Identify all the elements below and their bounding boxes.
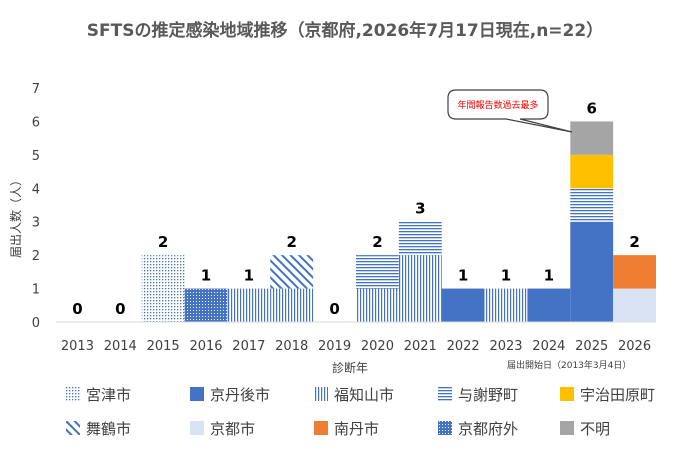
legend-swatch xyxy=(314,387,328,401)
bar-segment xyxy=(227,288,271,322)
data-labels: 0 0 2 1 1 2 0 2 3 1 1 1 6 2 xyxy=(72,99,640,318)
x-axis: 2013 2014 2015 2016 2017 2018 2019 2020 2021 2022… xyxy=(61,339,651,354)
x-tick-label: 2020 xyxy=(361,339,394,354)
data-label: 0 xyxy=(115,300,125,318)
legend-label: 南丹市 xyxy=(334,420,379,438)
data-label: 2 xyxy=(158,233,168,251)
bar-segment xyxy=(613,255,656,289)
legend-label: 宇治田原町 xyxy=(580,386,655,404)
bars xyxy=(141,121,656,322)
data-label: 1 xyxy=(501,267,511,285)
y-tick-label: 5 xyxy=(32,149,40,164)
x-tick-label: 2022 xyxy=(447,339,480,354)
bar-segment xyxy=(613,288,656,322)
legend-swatch xyxy=(190,421,204,435)
record-callout: 年間報告数過去最多 xyxy=(447,89,573,133)
legend-label: 宮津市 xyxy=(86,386,131,404)
bar-segment xyxy=(398,221,442,256)
x-tick-label: 2025 xyxy=(575,339,608,354)
legend-label: 京都府外 xyxy=(458,420,518,438)
legend-swatch xyxy=(190,387,204,401)
legend-item: 与謝野町 xyxy=(438,386,518,404)
data-label: 1 xyxy=(458,267,468,285)
callout-text: 年間報告数過去最多 xyxy=(457,99,538,111)
data-label: 1 xyxy=(201,267,211,285)
legend-swatch xyxy=(438,387,452,401)
legend-label: 与謝野町 xyxy=(458,386,518,404)
y-tick-label: 1 xyxy=(32,283,40,298)
data-label: 3 xyxy=(415,200,425,218)
legend-swatch xyxy=(314,421,328,435)
bar-segment xyxy=(570,154,614,189)
legend-item: 京丹後市 xyxy=(190,386,270,404)
y-tick-label: 6 xyxy=(32,115,40,130)
y-tick-label: 2 xyxy=(32,249,40,264)
x-tick-label: 2019 xyxy=(318,339,351,354)
bar-segment xyxy=(441,288,485,322)
x-tick-label: 2018 xyxy=(275,339,308,354)
bar-segment xyxy=(570,221,614,322)
legend-item: 福知山市 xyxy=(314,386,394,404)
y-tick-label: 7 xyxy=(32,82,40,97)
legend-label: 不明 xyxy=(580,420,610,438)
x-tick-label: 2023 xyxy=(489,339,522,354)
legend-item: 舞鶴市 xyxy=(66,420,131,438)
y-axis-title: 届出人数（人） xyxy=(8,174,23,258)
bar-segment xyxy=(398,255,442,322)
callout-bubble xyxy=(447,89,573,133)
bar-segment xyxy=(356,255,399,289)
legend-swatch xyxy=(560,387,574,401)
data-label: 0 xyxy=(72,300,82,318)
legend-item: 不明 xyxy=(560,420,610,438)
legend-label: 京丹後市 xyxy=(210,386,270,404)
legend-label: 舞鶴市 xyxy=(86,420,131,438)
legend-label: 福知山市 xyxy=(334,386,394,404)
legend-swatch xyxy=(66,387,80,401)
bar-segment xyxy=(484,288,528,322)
x-tick-label: 2013 xyxy=(61,339,94,354)
y-axis: 0 1 2 3 4 5 6 7 xyxy=(32,82,40,331)
legend-item: 南丹市 xyxy=(314,420,379,438)
bar-segment xyxy=(356,288,399,322)
bar-segment xyxy=(141,255,185,322)
legend-item: 宇治田原町 xyxy=(560,386,655,404)
x-tick-label: 2015 xyxy=(147,339,180,354)
x-axis-title: 診断年 xyxy=(332,360,368,375)
bar-segment xyxy=(184,288,228,322)
data-label: 0 xyxy=(329,300,339,318)
start-date-note: 届出開始日（2013年3月4日） xyxy=(507,359,631,371)
bar-segment xyxy=(270,255,314,289)
legend-item: 京都市 xyxy=(190,420,255,438)
data-label: 2 xyxy=(629,233,639,251)
legend-item: 京都府外 xyxy=(438,420,518,438)
bar-segment xyxy=(570,188,614,222)
x-tick-label: 2024 xyxy=(532,339,565,354)
bar-segment xyxy=(570,121,614,155)
data-label: 2 xyxy=(372,233,382,251)
data-label: 1 xyxy=(544,267,554,285)
x-tick-label: 2016 xyxy=(189,339,222,354)
bar-segment xyxy=(527,288,571,322)
legend-swatch xyxy=(66,421,80,435)
x-tick-label: 2017 xyxy=(232,339,265,354)
legend-item: 宮津市 xyxy=(66,386,131,404)
legend-swatch xyxy=(438,421,452,435)
data-label: 1 xyxy=(244,267,254,285)
bar-segment xyxy=(270,288,314,322)
chart-title: SFTSの推定感染地域推移（京都府,2026年7月17日現在,n=22） xyxy=(87,20,603,41)
legend-label: 京都市 xyxy=(210,420,255,438)
y-tick-label: 0 xyxy=(32,316,40,331)
data-label: 6 xyxy=(586,99,596,117)
legend-swatch xyxy=(560,421,574,435)
x-tick-label: 2021 xyxy=(404,339,437,354)
x-tick-label: 2026 xyxy=(618,339,651,354)
y-tick-label: 4 xyxy=(32,182,40,197)
data-label: 2 xyxy=(286,233,296,251)
x-tick-label: 2014 xyxy=(104,339,137,354)
y-tick-label: 3 xyxy=(32,216,40,231)
